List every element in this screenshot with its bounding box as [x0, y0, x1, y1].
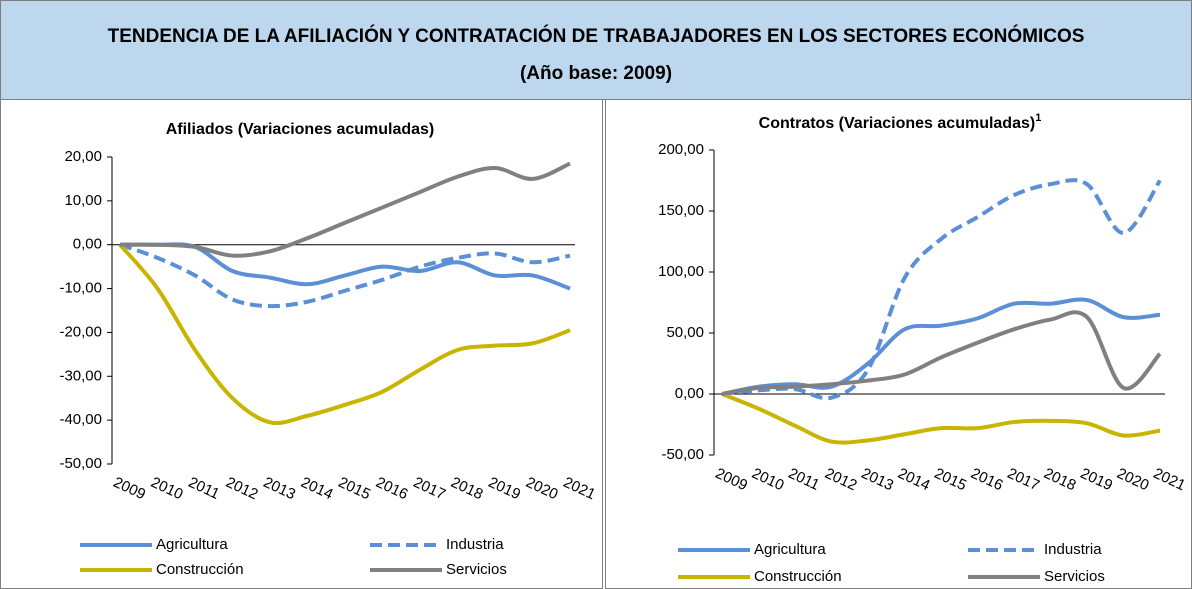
- series-line: [119, 242, 571, 309]
- legend-label: Construcción: [156, 561, 244, 578]
- legend-label: Industria: [446, 536, 504, 553]
- series-line: [721, 310, 1162, 396]
- y-tick-label: 10,00: [64, 192, 102, 209]
- chart-title: Contratos (Variaciones acumuladas)1: [759, 112, 1042, 132]
- header-box: [0, 0, 1192, 100]
- legend-label: Construcción: [754, 568, 842, 585]
- legend-label: Industria: [1044, 541, 1102, 558]
- legend-label: Servicios: [1044, 568, 1105, 585]
- legend-label: Agricultura: [754, 541, 826, 558]
- y-tick-label: 50,00: [666, 324, 704, 341]
- chart-title-text: Contratos (Variaciones acumuladas): [759, 115, 1036, 132]
- legend-label: Agricultura: [156, 536, 228, 553]
- y-tick-label: 150,00: [658, 202, 704, 219]
- series-line: [118, 243, 571, 426]
- legend-label: Servicios: [446, 561, 507, 578]
- right-panel: [605, 99, 1192, 589]
- chart-title-text: Afiliados (Variaciones acumuladas): [166, 121, 435, 138]
- page-title: TENDENCIA DE LA AFILIACIÓN Y CONTRATACIÓ…: [108, 25, 1085, 47]
- series-line: [721, 392, 1161, 445]
- y-tick-label: -50,00: [59, 455, 102, 472]
- y-tick-label: -50,00: [661, 446, 704, 463]
- y-tick-label: 0,00: [675, 385, 704, 402]
- y-tick-label: -20,00: [59, 323, 102, 340]
- series-line: [119, 161, 571, 258]
- title-note: 1: [1035, 112, 1041, 124]
- y-tick-label: -10,00: [59, 280, 102, 297]
- chart-title: Afiliados (Variaciones acumuladas): [166, 121, 435, 138]
- y-tick-label: -30,00: [59, 367, 102, 384]
- y-tick-label: 20,00: [64, 148, 102, 165]
- y-tick-label: 200,00: [658, 141, 704, 158]
- page-subtitle: (Año base: 2009): [520, 63, 672, 84]
- series-line: [721, 178, 1162, 401]
- y-tick-label: 0,00: [73, 236, 102, 253]
- y-tick-label: 100,00: [658, 263, 704, 280]
- y-tick-label: -40,00: [59, 411, 102, 428]
- series-line: [721, 297, 1161, 396]
